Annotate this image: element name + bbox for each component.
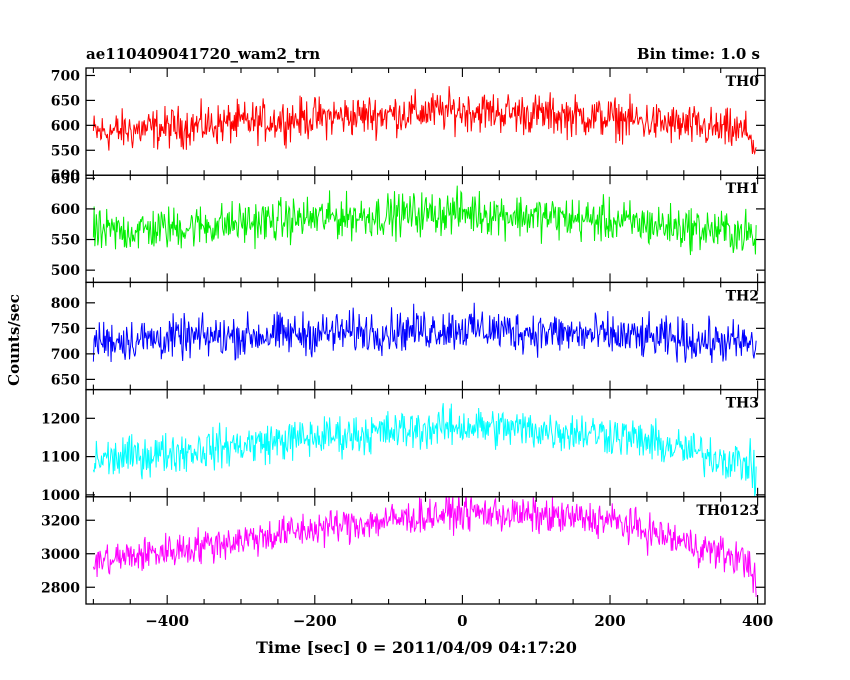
y-tick-label: 700: [51, 68, 80, 84]
y-tick-label: 500: [51, 168, 80, 184]
x-tick-label: −400: [145, 612, 189, 630]
series-line-th1: [92, 185, 757, 256]
y-tick-label: 2800: [41, 580, 80, 596]
panel-label-th0: TH0: [726, 74, 760, 90]
y-tick-label: 3000: [41, 547, 80, 563]
y-tick-label: 3200: [41, 513, 80, 529]
y-tick-label: 1200: [41, 411, 80, 427]
panel-label-th0123: TH0123: [696, 503, 759, 519]
panel-label-th3: TH3: [726, 396, 759, 412]
y-tick-label: 750: [51, 321, 80, 337]
series-line-th0123: [92, 496, 757, 597]
bin-time-label: Bin time: 1.0 s: [636, 45, 760, 63]
y-tick-label: 1100: [41, 450, 80, 466]
panel-label-th2: TH2: [726, 288, 759, 304]
y-tick-label: 550: [51, 233, 80, 249]
y-tick-label: 1000: [41, 488, 80, 504]
panel-frame-th1: [85, 174, 766, 284]
panel-frame-th0123: [85, 496, 766, 605]
x-tick-label: −200: [293, 612, 337, 630]
panel-label-th1: TH1: [726, 181, 759, 197]
y-tick-label: 600: [51, 202, 80, 218]
y-tick-label: 550: [51, 143, 80, 159]
x-axis-label: Time [sec] 0 = 2011/04/09 04:17:20: [256, 638, 577, 657]
series-line-th2: [92, 302, 757, 364]
x-tick-label: 0: [457, 612, 467, 630]
y-axis-label: Counts/sec: [5, 294, 23, 386]
y-tick-label: 650: [51, 372, 80, 388]
y-tick-label: 650: [51, 93, 80, 109]
series-line-th3: [92, 403, 757, 497]
x-tick-label: 200: [594, 612, 625, 630]
y-tick-label: 600: [51, 118, 80, 134]
x-tick-label: 400: [742, 612, 773, 630]
y-tick-label: 500: [51, 263, 80, 279]
y-tick-label: 700: [51, 347, 80, 363]
chart-title: ae110409041720_wam2_trn: [86, 45, 321, 63]
y-tick-label: 800: [51, 296, 80, 312]
y-tick-label: 650: [51, 171, 80, 187]
series-line-th0: [92, 86, 757, 156]
